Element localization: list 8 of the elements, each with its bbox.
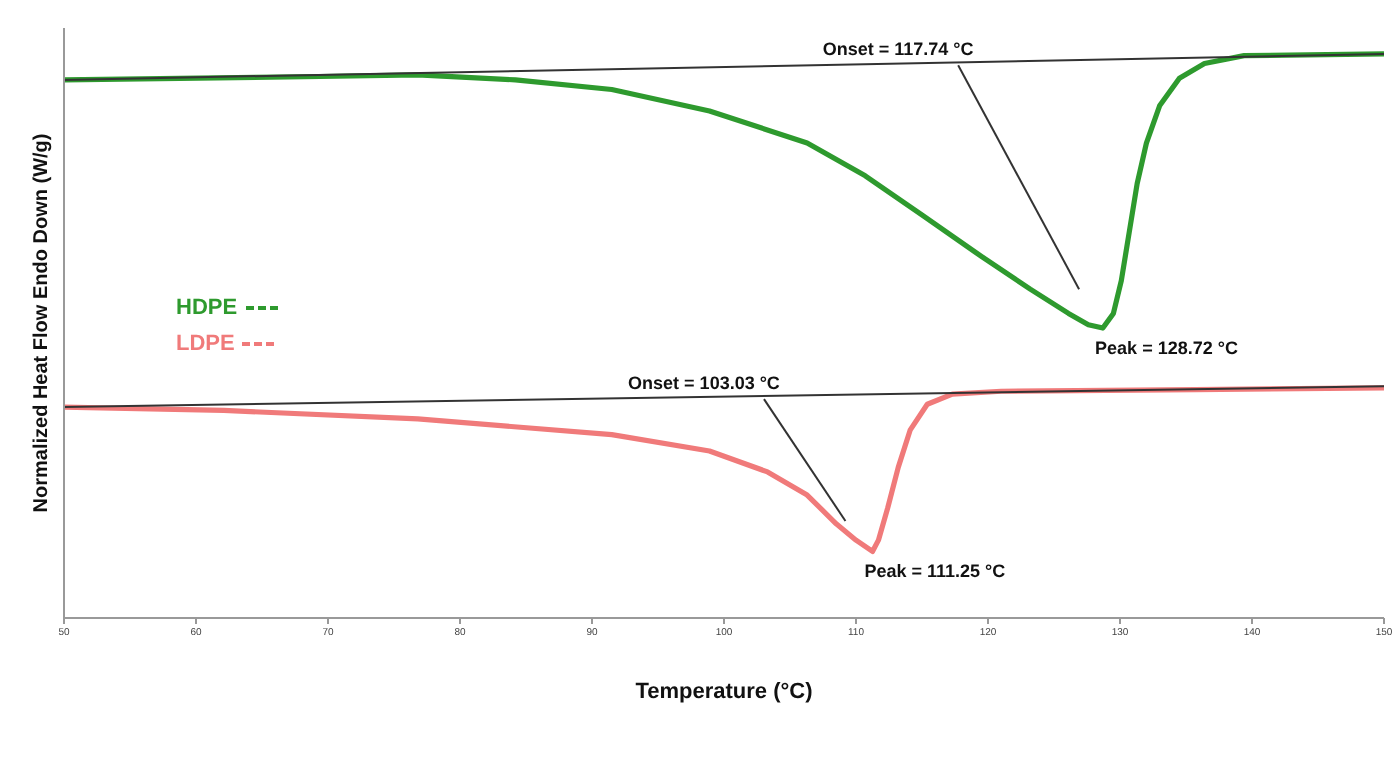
annotation: Peak = 111.25 °C: [864, 561, 1007, 582]
annotation: Peak = 128.72 °C: [1095, 338, 1239, 359]
legend-label: HDPE: [176, 296, 238, 320]
x-axis-title: Temperature (°C): [635, 680, 814, 704]
legend-label: LDPE: [176, 332, 235, 356]
y-axis-title: Normalized Heat Flow Endo Down (W/g): [31, 133, 54, 513]
annotation: Onset = 117.74 °C: [822, 39, 975, 60]
annotation: Onset = 103.03 °C: [628, 373, 781, 394]
